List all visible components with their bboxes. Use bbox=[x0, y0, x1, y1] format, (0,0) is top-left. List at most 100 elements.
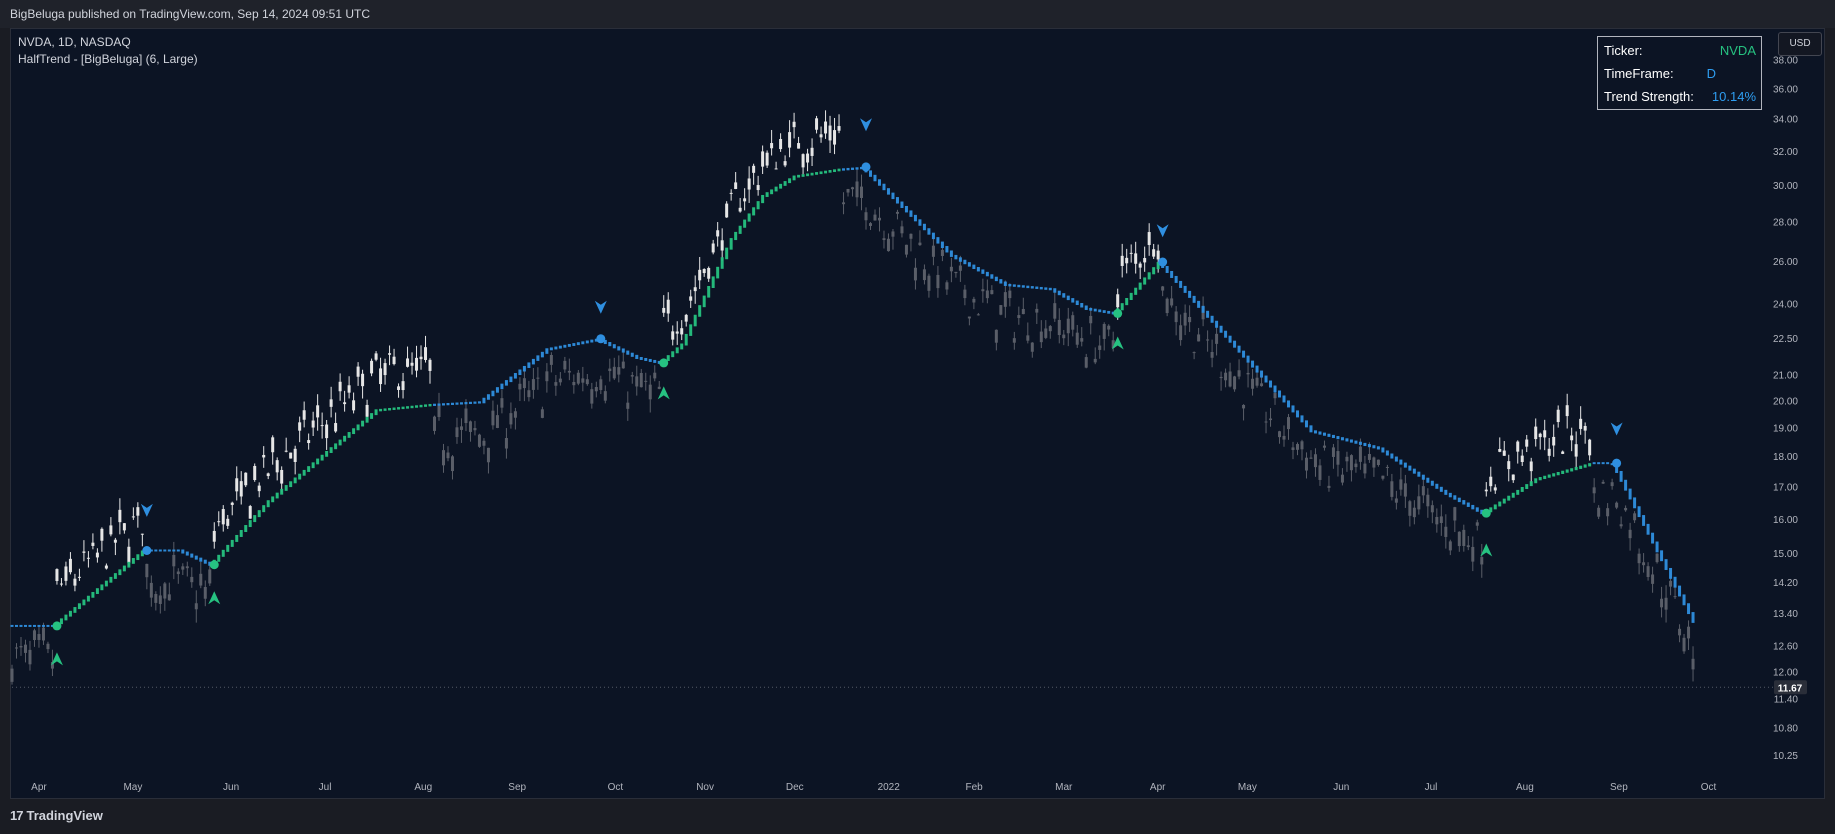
candle-body bbox=[253, 465, 257, 481]
candle-body bbox=[1134, 253, 1138, 264]
halftrend-segment bbox=[1448, 492, 1452, 498]
candle-body bbox=[747, 178, 751, 190]
halftrend-segment bbox=[1453, 495, 1457, 500]
halftrend-segment bbox=[572, 343, 576, 346]
candle-body bbox=[504, 437, 508, 449]
halftrend-segment bbox=[437, 403, 441, 406]
candle-body bbox=[275, 460, 279, 473]
halftrend-segment bbox=[621, 348, 625, 353]
halftrend-segment bbox=[1628, 488, 1632, 500]
indicator-legend[interactable]: HalfTrend - [BigBeluga] (6, Large) bbox=[18, 52, 198, 66]
trend-flip-dot bbox=[52, 621, 62, 631]
currency-button[interactable]: USD bbox=[1778, 32, 1822, 56]
buy-signal-arrow bbox=[1111, 336, 1124, 350]
candle-body bbox=[1017, 315, 1021, 319]
candle-body bbox=[999, 305, 1003, 315]
candle-body bbox=[248, 506, 252, 519]
candle-body bbox=[837, 126, 841, 131]
candle-body bbox=[603, 391, 607, 401]
halftrend-segment bbox=[163, 549, 167, 552]
candle-body bbox=[994, 329, 998, 343]
halftrend-segment bbox=[46, 624, 50, 627]
halftrend-segment bbox=[1664, 559, 1668, 570]
halftrend-segment bbox=[842, 168, 846, 171]
candle-body bbox=[1516, 441, 1520, 452]
halftrend-segment bbox=[617, 346, 621, 351]
halftrend-segment bbox=[1574, 466, 1578, 471]
candle-body bbox=[621, 361, 625, 369]
halftrend-segment bbox=[1084, 305, 1088, 310]
candle-body bbox=[455, 427, 459, 438]
halftrend-segment bbox=[1538, 477, 1542, 481]
halftrend-segment bbox=[1210, 315, 1214, 323]
candle-body bbox=[1430, 505, 1434, 513]
halftrend-segment bbox=[756, 201, 760, 210]
halftrend-segment bbox=[1471, 504, 1475, 510]
x-tick-label: Apr bbox=[1150, 782, 1166, 793]
candle-body bbox=[1201, 306, 1205, 320]
candle-body bbox=[662, 307, 666, 313]
halftrend-segment bbox=[176, 549, 180, 552]
halftrend-segment bbox=[554, 346, 558, 350]
candle-body bbox=[1003, 292, 1007, 307]
halftrend-segment bbox=[1287, 400, 1291, 408]
candle-body bbox=[374, 353, 378, 360]
info-row-ticker: Ticker: NVDA bbox=[1604, 40, 1756, 62]
candle-body bbox=[221, 509, 225, 525]
halftrend-segment bbox=[1444, 489, 1448, 495]
candle-body bbox=[1098, 345, 1102, 350]
candle-body bbox=[1678, 628, 1682, 636]
candle-body bbox=[1129, 252, 1133, 254]
candle-body bbox=[64, 566, 68, 581]
candle-body bbox=[1125, 257, 1129, 264]
candle-body bbox=[437, 405, 441, 418]
candle-body bbox=[441, 450, 445, 466]
halftrend-segment bbox=[648, 358, 652, 362]
candle-body bbox=[801, 154, 805, 168]
halftrend-segment bbox=[693, 314, 697, 327]
candle-body bbox=[1399, 479, 1403, 490]
halftrend-segment bbox=[158, 549, 162, 552]
halftrend-segment bbox=[91, 591, 95, 598]
candle-body bbox=[635, 376, 639, 387]
halftrend-segment bbox=[725, 247, 729, 260]
y-tick-label: 14.20 bbox=[1773, 578, 1798, 589]
candle-body bbox=[1691, 658, 1695, 670]
tradingview-logo[interactable]: 17 TradingView bbox=[10, 808, 103, 823]
candle-body bbox=[1417, 496, 1421, 510]
candle-body bbox=[86, 557, 90, 559]
halftrend-segment bbox=[347, 432, 351, 438]
candle-body bbox=[410, 362, 414, 366]
halftrend-segment bbox=[495, 387, 499, 393]
x-tick-label: Aug bbox=[1516, 782, 1534, 793]
candle-body bbox=[976, 314, 980, 316]
halftrend-segment bbox=[1179, 280, 1183, 288]
halftrend-segment bbox=[940, 241, 944, 249]
candle-body bbox=[761, 151, 765, 167]
candle-body bbox=[158, 595, 162, 604]
candle-body bbox=[397, 386, 401, 390]
halftrend-segment bbox=[392, 407, 396, 410]
halftrend-segment bbox=[118, 569, 122, 576]
candle-body bbox=[877, 217, 881, 221]
info-row-trend-strength: Trend Strength: 10.14% bbox=[1604, 86, 1756, 108]
y-tick-label: 12.00 bbox=[1773, 667, 1798, 678]
halftrend-segment bbox=[1053, 288, 1057, 293]
halftrend-segment bbox=[1570, 468, 1574, 472]
symbol-legend[interactable]: NVDA, 1D, NASDAQ bbox=[18, 35, 131, 49]
chart-pane[interactable] bbox=[10, 28, 1825, 799]
sell-signal-arrow bbox=[140, 503, 153, 517]
candle-body bbox=[1327, 485, 1331, 488]
x-tick-label: Jun bbox=[1333, 782, 1349, 793]
candle-body bbox=[356, 366, 360, 377]
candle-body bbox=[1116, 294, 1120, 308]
candle-body bbox=[1651, 574, 1655, 584]
candle-body bbox=[1318, 465, 1322, 480]
halftrend-segment bbox=[1264, 375, 1268, 383]
candle-body bbox=[1385, 466, 1389, 468]
halftrend-segment bbox=[747, 213, 751, 222]
candle-body bbox=[1435, 516, 1439, 525]
y-tick-label: 10.80 bbox=[1773, 723, 1798, 734]
candle-body bbox=[851, 187, 855, 190]
